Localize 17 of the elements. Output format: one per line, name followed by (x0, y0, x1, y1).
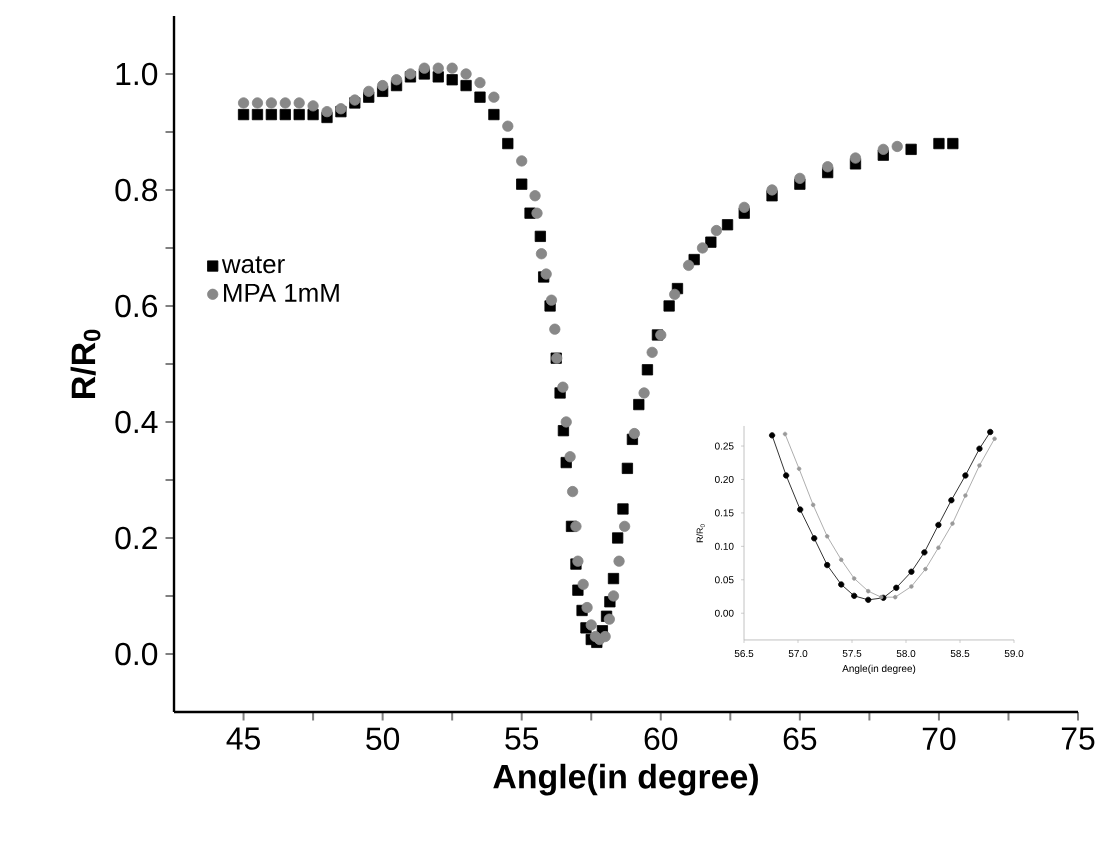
x-tick-label: 50 (366, 727, 400, 751)
y-tick-label: 0.2 (115, 526, 157, 550)
y-tick-label: 0.0 (115, 642, 158, 666)
y-tick-label: 0.8 (115, 178, 158, 202)
x-tick-label: 55 (505, 727, 539, 750)
y-tick-label: 0.4 (115, 410, 158, 434)
x-tick-label: 70 (922, 727, 956, 751)
y-tick-label: 0.6 (115, 294, 158, 318)
x-tick-label: 60 (644, 727, 678, 751)
legend-label: MPA 1mM (224, 283, 339, 302)
x-axis-title: Angle(in degree) (493, 763, 758, 796)
legend-label: water (221, 256, 285, 274)
x-tick-label: 45 (226, 727, 260, 750)
x-tick-label: 75 (1061, 727, 1095, 750)
y-axis-title: R/R$_{0}$ (70, 329, 101, 398)
y-tick-label: 1.0 (116, 62, 158, 86)
x-tick-label: 65 (783, 727, 817, 751)
